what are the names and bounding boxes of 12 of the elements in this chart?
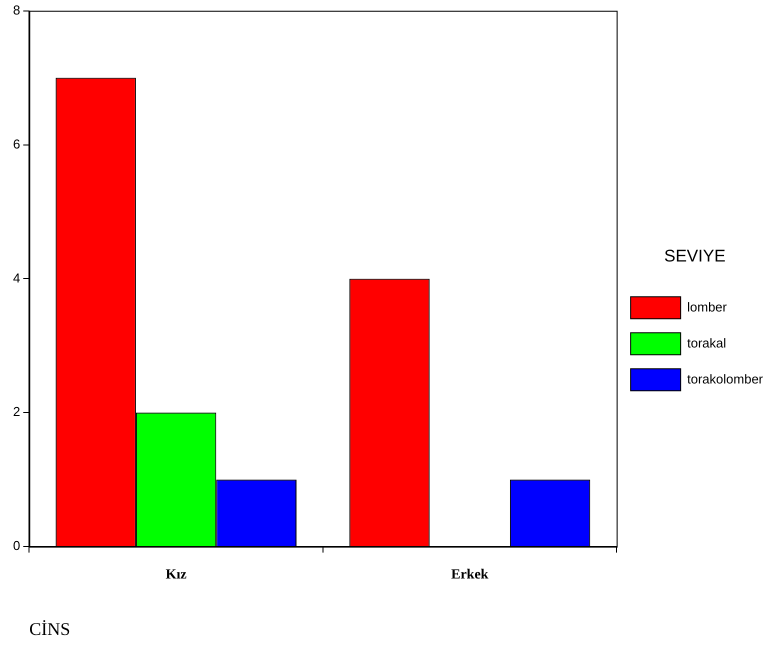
y-tick-label: 4 <box>12 270 20 286</box>
y-tick-label: 6 <box>12 136 20 152</box>
y-tick-label: 2 <box>12 404 20 420</box>
x-tick-label: Kız <box>166 568 187 583</box>
x-axis-title: CİNS <box>29 618 70 639</box>
legend-title: SEVIYE <box>664 246 726 266</box>
legend-label: torakolomber <box>687 371 764 386</box>
y-tick-label: 8 <box>12 2 20 18</box>
legend-label: torakal <box>687 335 726 350</box>
legend-label: lomber <box>687 299 728 314</box>
y-tick-label: 0 <box>12 538 20 554</box>
x-tick-label: Erkek <box>451 568 489 583</box>
